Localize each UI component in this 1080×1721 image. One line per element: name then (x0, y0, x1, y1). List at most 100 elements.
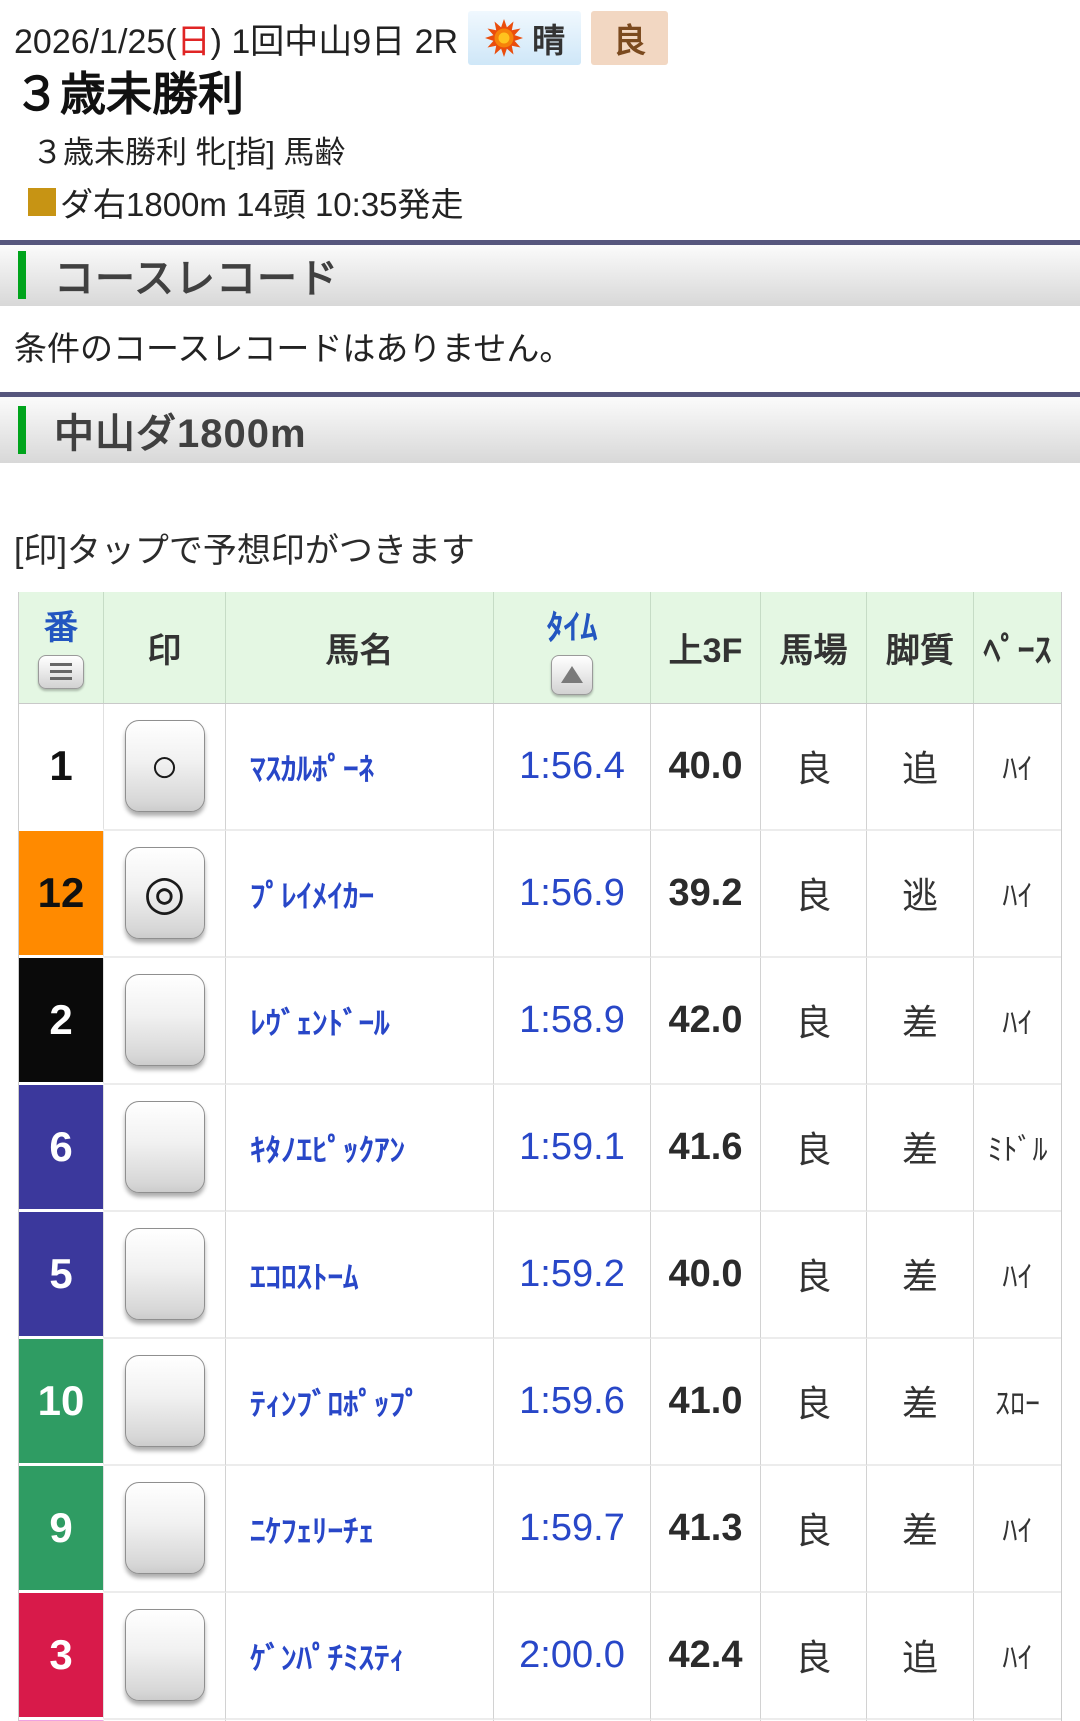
track-condition-cell: 良 (761, 703, 867, 831)
pace-cell: ﾐﾄﾞﾙ (974, 1085, 1061, 1212)
section-title-course: 中山ダ1800m (54, 411, 307, 456)
time-link[interactable]: 2:00.0 (494, 1592, 651, 1720)
track-condition-cell: 良 (761, 1338, 867, 1466)
table-row: 1 ○ ﾏｽｶﾙﾎﾟｰﾈ 1:56.4 40.0 良 追 ﾊｲ (19, 703, 1061, 831)
horse-name-link (226, 1719, 494, 1721)
time-link[interactable]: 1:59.6 (494, 1338, 651, 1466)
section-green-bar (18, 251, 26, 300)
time-sort-link[interactable]: ﾀｲﾑ (546, 608, 598, 647)
prediction-mark-button[interactable] (124, 1228, 205, 1321)
number-sort-link[interactable]: 番 (44, 608, 78, 647)
time-sort-button[interactable] (551, 654, 593, 695)
section-course: 中山ダ1800m (0, 391, 1080, 463)
last3f-cell: 42.0 (651, 957, 761, 1085)
last3f-cell: 42.4 (651, 1592, 761, 1720)
last3f-cell: 40.0 (651, 1211, 761, 1339)
horse-number-cell: 2 (19, 957, 104, 1085)
column-header-time: ﾀｲﾑ (494, 591, 651, 703)
time-link (494, 1719, 651, 1721)
horse-number-cell: 10 (19, 1338, 104, 1466)
horse-number-cell: 3 (19, 1592, 104, 1720)
weekday: 日 (176, 22, 211, 61)
horse-number-cell: 9 (19, 1465, 104, 1593)
pace-cell: ﾊｲ (974, 704, 1061, 831)
pace-cell: ﾊｲ (974, 958, 1061, 1085)
track-condition-cell: 良 (761, 830, 867, 958)
prediction-mark-button[interactable] (124, 1101, 205, 1194)
horse-name-link[interactable]: ﾏｽｶﾙﾎﾟｰﾈ (226, 703, 494, 831)
track-condition-badge: 良 (591, 11, 669, 65)
mark-cell (104, 957, 226, 1085)
time-link[interactable]: 1:58.9 (494, 957, 651, 1085)
track-condition-cell: 良 (761, 1465, 867, 1593)
table-row-partial (19, 1719, 1061, 1721)
table-row: 5 ｴｺﾛｽﾄｰﾑ 1:59.2 40.0 良 差 ﾊｲ (19, 1211, 1061, 1339)
column-header-last3f: 上3F (651, 591, 761, 703)
pace-cell: ﾊｲ (974, 1466, 1061, 1593)
prediction-mark-button[interactable] (124, 1609, 205, 1702)
prediction-mark-button[interactable]: ○ (124, 720, 205, 813)
time-link[interactable]: 1:59.7 (494, 1465, 651, 1593)
running-style-cell: 差 (867, 957, 974, 1085)
prediction-mark-button[interactable] (124, 974, 205, 1067)
condition-label: 良 (613, 22, 647, 59)
column-header-horse: 馬名 (226, 591, 494, 703)
horse-name-link[interactable]: ﾃｨﾝﾌﾞﾛﾎﾟｯﾌﾟ (226, 1338, 494, 1466)
mark-cell (104, 1592, 226, 1720)
running-style-cell: 追 (867, 703, 974, 831)
table-row: 6 ｷﾀﾉｴﾋﾟｯｸｱﾝ 1:59.1 41.6 良 差 ﾐﾄﾞﾙ (19, 1084, 1061, 1212)
weather-badge: 晴 (468, 11, 582, 65)
table-row: 3 ｹﾞﾝﾊﾟﾁﾐｽﾃｨ 2:00.0 42.4 良 追 ﾊｲ (19, 1592, 1061, 1720)
hamburger-icon (50, 663, 72, 667)
mark-cell: ○ (104, 703, 226, 831)
last3f-cell: 41.0 (651, 1338, 761, 1466)
time-link[interactable]: 1:59.2 (494, 1211, 651, 1339)
mark-cell (104, 1338, 226, 1466)
race-conditions: ３歳未勝利 牝[指] 馬齢 (32, 134, 346, 170)
horse-name-link[interactable]: ｹﾞﾝﾊﾟﾁﾐｽﾃｨ (226, 1592, 494, 1720)
pace-cell: ｽﾛｰ (974, 1339, 1061, 1466)
weather-label: 晴 (532, 22, 566, 59)
table-row: 2 ﾚｳﾞｪﾝﾄﾞｰﾙ 1:58.9 42.0 良 差 ﾊｲ (19, 957, 1061, 1085)
time-link[interactable]: 1:56.4 (494, 703, 651, 831)
time-link[interactable]: 1:59.1 (494, 1084, 651, 1212)
track-condition-cell: 良 (761, 957, 867, 1085)
pace-cell: ﾊｲ (974, 1593, 1061, 1720)
running-style-cell: 逃 (867, 830, 974, 958)
prediction-mark-button[interactable] (124, 1482, 205, 1575)
prediction-mark-button[interactable] (124, 1355, 205, 1448)
date-row: 2026/1/25(日) 1回中山9日 2R 晴 良 (14, 10, 1066, 66)
last3f-cell (651, 1719, 761, 1721)
track-condition-cell: 良 (761, 1211, 867, 1339)
course-info-line: ダ右1800m 14頭 10:35発走 (28, 178, 1066, 226)
horse-name-link[interactable]: ﾌﾟﾚｲﾒｲｶｰ (226, 830, 494, 958)
mark-cell (104, 1719, 226, 1721)
column-header-pace: ﾍﾟｰｽ (983, 631, 1052, 670)
horse-number-cell: 12 (19, 830, 104, 958)
last3f-cell: 39.2 (651, 830, 761, 958)
horse-name-link[interactable]: ｷﾀﾉｴﾋﾟｯｸｱﾝ (226, 1084, 494, 1212)
race-date: 2026/1/25(日) 1回中山9日 2R (14, 22, 459, 61)
mark-cell: ◎ (104, 830, 226, 958)
running-style-cell: 差 (867, 1084, 974, 1212)
course-info: ダ右1800m 14頭 10:35発走 (60, 185, 464, 223)
pace-cell: ﾊｲ (974, 831, 1061, 958)
sort-ascending-icon (561, 666, 583, 684)
number-sort-button[interactable] (38, 654, 84, 689)
track-condition-cell (761, 1719, 867, 1721)
column-header-number: 番 (19, 591, 104, 703)
table-header-row: 番 印 馬名 ﾀｲﾑ 上3F 馬場 脚質 ﾍﾟｰｽ (19, 591, 1061, 704)
horse-name-link[interactable]: ﾆｹﾌｪﾘｰﾁｪ (226, 1465, 494, 1593)
time-link[interactable]: 1:56.9 (494, 830, 651, 958)
race-header: 2026/1/25(日) 1回中山9日 2R 晴 良 ３歳未勝利 ３歳未勝利 牝… (0, 0, 1080, 226)
table-row: 10 ﾃｨﾝﾌﾞﾛﾎﾟｯﾌﾟ 1:59.6 41.0 良 差 ｽﾛｰ (19, 1338, 1061, 1466)
prediction-mark-button[interactable]: ◎ (124, 847, 205, 940)
dirt-course-icon (28, 187, 56, 216)
section-title-course-record: コースレコード (54, 257, 339, 302)
horse-table: 番 印 馬名 ﾀｲﾑ 上3F 馬場 脚質 ﾍﾟｰｽ 1 ○ (18, 591, 1062, 1721)
sun-icon (485, 19, 524, 57)
horse-name-link[interactable]: ﾚｳﾞｪﾝﾄﾞｰﾙ (226, 957, 494, 1085)
horse-name-link[interactable]: ｴｺﾛｽﾄｰﾑ (226, 1211, 494, 1339)
course-record-empty-text: 条件のコースレコードはありません。 (14, 329, 573, 367)
last3f-cell: 40.0 (651, 703, 761, 831)
